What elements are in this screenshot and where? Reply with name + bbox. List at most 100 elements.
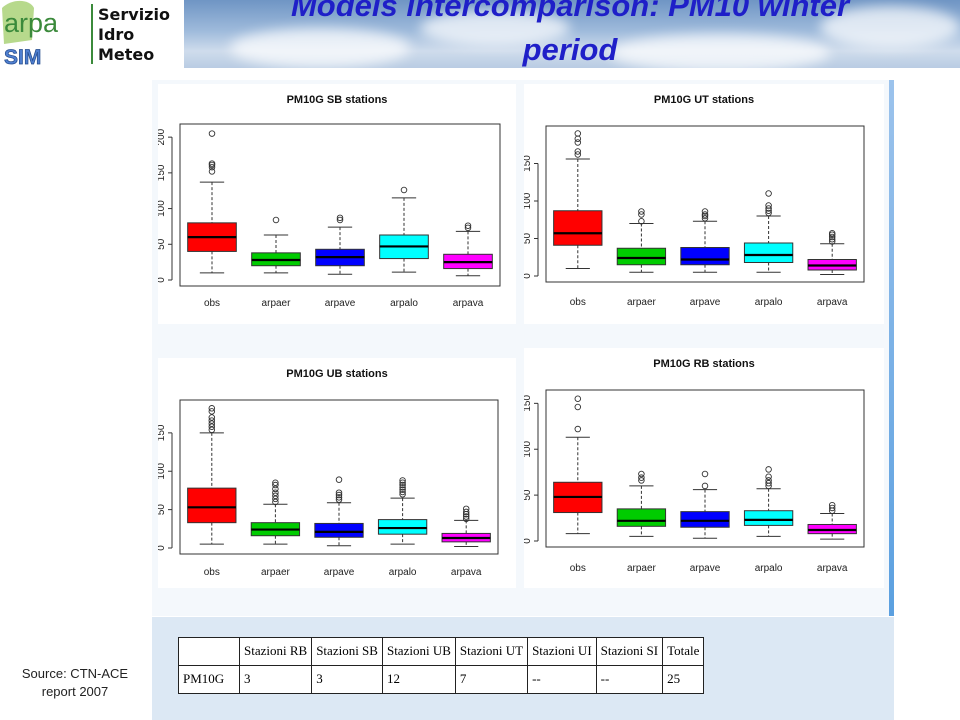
x-tick-label: arpaer — [261, 567, 291, 578]
outlier-point — [574, 425, 582, 433]
x-tick-label: arpave — [690, 563, 721, 574]
table-cell: 3 — [238, 665, 313, 694]
outlier-point — [399, 484, 406, 491]
table-row: PM10G 3 3 12 7 -- -- 25 — [178, 665, 705, 694]
table-header-cell: Stazioni RB — [238, 637, 313, 666]
outlier-point — [701, 214, 709, 222]
x-tick-label: arpava — [817, 563, 848, 574]
y-tick-label: 100 — [158, 200, 167, 217]
outlier-point — [208, 130, 216, 137]
header-banner: arpa SIM Servizio Idro Meteo Models inte… — [0, 0, 960, 68]
table-header-row: Stazioni RB Stazioni SB Stazioni UB Staz… — [178, 637, 705, 666]
boxplot-sb-stations: PM10G SB stations 0 50 100 150 200 obs arpaer ar… — [156, 84, 516, 324]
outlier-point — [701, 208, 709, 215]
table-cell: 7 — [454, 665, 529, 694]
box-arpalo — [743, 242, 794, 263]
boxplot-ut-svg: PM10G UT stations 0 50 100 150 obs arpaer arpav… — [522, 94, 865, 308]
plot-frame — [179, 399, 499, 555]
outlier-point — [462, 515, 470, 523]
table-header-cell: Stazioni SI — [595, 637, 664, 666]
outlier-point — [765, 190, 772, 197]
y-tick-label: 150 — [524, 155, 533, 172]
y-tick-label: 100 — [158, 462, 167, 479]
outlier-point — [335, 491, 343, 499]
outlier-point — [400, 186, 408, 194]
table-cell: PM10G — [178, 665, 240, 694]
outlier-point — [272, 489, 279, 496]
logo-sim-text: SIM — [4, 46, 41, 68]
y-tick-label: 150 — [158, 164, 167, 181]
outlier-point — [828, 229, 836, 237]
arpa-sim-logo: arpa SIM Servizio Idro Meteo — [0, 0, 184, 68]
boxplot-ub-svg: PM10G UB stations 0 50 100 150 obs arpaer arpav… — [156, 368, 499, 578]
y-tick-label: 100 — [524, 192, 533, 209]
x-tick-label: obs — [204, 567, 220, 578]
table-header-cell: Stazioni UT — [454, 637, 529, 666]
slide-title-line1: Models intercomparison: PM10 winter — [290, 0, 850, 23]
outlier-point — [574, 403, 582, 411]
y-tick-label: 50 — [524, 489, 533, 501]
outlier-point — [464, 224, 472, 232]
outlier-point — [574, 139, 582, 146]
outlier-point — [336, 214, 344, 222]
box-arpaer — [616, 247, 667, 266]
table-cell: -- — [595, 665, 664, 694]
outlier-point — [208, 420, 216, 427]
chart-title: PM10G UB stations — [286, 368, 387, 380]
outlier-point — [335, 476, 343, 483]
x-tick-label: arpava — [453, 298, 484, 309]
y-tick-label: 50 — [158, 504, 167, 516]
source-line2: report 2007 — [41, 684, 109, 699]
outlier-point — [208, 426, 216, 434]
x-tick-label: arpaer — [262, 298, 292, 309]
logo-line-meteo: Meteo — [98, 45, 154, 64]
y-tick-label: 0 — [524, 538, 533, 544]
table-cell: 3 — [311, 665, 383, 694]
box-obs — [187, 487, 237, 524]
y-tick-label: 150 — [158, 424, 167, 441]
outlier-point — [399, 486, 406, 493]
outlier-point — [701, 482, 709, 490]
outlier-point — [638, 217, 645, 225]
outlier-point — [638, 208, 645, 215]
box-arpaer — [616, 508, 667, 527]
x-tick-label: arpava — [451, 567, 482, 578]
outlier-point — [574, 130, 582, 137]
outlier-point — [462, 513, 470, 520]
outlier-point — [765, 479, 772, 487]
slide-title-line2: period — [522, 32, 618, 67]
x-tick-label: arpalo — [755, 297, 783, 308]
outlier-point — [399, 479, 406, 487]
outlier-point — [828, 504, 836, 512]
boxplot-rb-stations: PM10G RB stations 0 50 100 150 obs arpaer arpav… — [522, 348, 884, 588]
plot-frame — [179, 123, 501, 287]
outlier-point — [272, 485, 279, 493]
outlier-point — [272, 495, 279, 503]
outlier-point — [208, 405, 216, 412]
outlier-point — [828, 501, 836, 509]
outlier-point — [765, 202, 772, 209]
y-tick-label: 50 — [524, 233, 533, 245]
chart-title: PM10G SB stations — [287, 94, 388, 106]
outlier-point — [638, 211, 645, 218]
outlier-point — [574, 135, 582, 143]
outlier-point — [272, 216, 280, 224]
outlier-point — [828, 238, 836, 245]
outlier-point — [208, 160, 216, 167]
table-header-cell: Stazioni UB — [381, 637, 456, 666]
outlier-point — [464, 222, 472, 229]
outlier-point — [765, 477, 772, 484]
x-tick-label: arpave — [324, 567, 355, 578]
x-tick-label: obs — [204, 298, 220, 309]
outlier-point — [638, 470, 645, 478]
outlier-point — [574, 148, 582, 155]
box-arpalo — [743, 510, 794, 526]
x-tick-label: arpalo — [389, 567, 417, 578]
logo-line-servizio: Servizio — [98, 5, 170, 24]
table-header-cell — [178, 637, 240, 666]
box-arpave — [680, 247, 730, 266]
outlier-point — [638, 477, 645, 484]
plot-frame — [545, 125, 865, 283]
y-tick-label: 50 — [158, 238, 167, 250]
table-header-cell: Stazioni UI — [527, 637, 597, 666]
